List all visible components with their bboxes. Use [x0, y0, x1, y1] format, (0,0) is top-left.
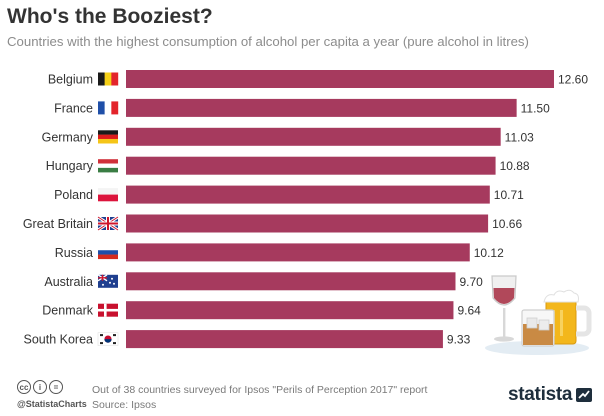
- bar: [126, 185, 490, 204]
- category-label: France: [54, 101, 93, 115]
- bar: [126, 272, 456, 291]
- twitter-handle[interactable]: @StatistaCharts: [17, 399, 87, 409]
- bar: [126, 301, 454, 320]
- value-label: 10.66: [492, 217, 522, 231]
- chart-title: Who's the Booziest?: [7, 5, 213, 28]
- bar: [126, 214, 489, 233]
- statista-logo[interactable]: statista: [508, 384, 573, 405]
- by-icon[interactable]: i: [33, 380, 47, 394]
- value-label: 9.70: [459, 275, 483, 289]
- category-label: Germany: [42, 130, 94, 144]
- south-korea-flag-icon: [97, 332, 119, 346]
- category-label: Poland: [54, 188, 93, 202]
- value-label: 10.12: [474, 246, 504, 260]
- value-label: 10.71: [494, 188, 524, 202]
- footnote: Out of 38 countries surveyed for Ipsos "…: [92, 383, 427, 413]
- germany-flag-icon: [98, 130, 118, 144]
- survey-note: Out of 38 countries surveyed for Ipsos "…: [92, 384, 428, 396]
- poland-flag-icon: [98, 188, 118, 202]
- statista-mark-icon: [576, 388, 592, 402]
- cc-icon[interactable]: cc: [17, 380, 31, 394]
- bar: [126, 243, 470, 262]
- denmark-flag-icon: [98, 303, 118, 317]
- category-label: Belgium: [48, 73, 93, 87]
- great-britain-flag-icon: [97, 215, 119, 232]
- chart-subtitle: Countries with the highest consumption o…: [7, 34, 529, 49]
- category-label: Australia: [44, 275, 93, 289]
- category-label: South Korea: [24, 333, 94, 347]
- category-label: Russia: [55, 246, 93, 260]
- license-icons: cc i =: [17, 380, 63, 394]
- russia-flag-icon: [98, 245, 118, 260]
- bar: [126, 127, 501, 146]
- bar: [126, 330, 443, 349]
- value-label: 12.60: [558, 73, 588, 87]
- france-flag-icon: [98, 101, 119, 115]
- hungary-flag-icon: [98, 159, 118, 173]
- value-label: 9.33: [447, 333, 471, 347]
- drinks-illustration: [485, 275, 592, 355]
- bar: [126, 70, 554, 88]
- bar: [126, 156, 496, 175]
- belgium-flag-icon: [98, 72, 119, 86]
- value-label: 10.88: [500, 159, 530, 173]
- category-label: Denmark: [42, 304, 93, 318]
- value-label: 11.03: [505, 130, 534, 144]
- source-note: Source: Ipsos: [92, 399, 157, 411]
- bar: [126, 98, 517, 117]
- value-label: 9.64: [457, 304, 481, 318]
- bar-chart: Belgium 12.60 France 11.50 Germany 11.03 Hunga…: [23, 70, 588, 349]
- value-label: 11.50: [521, 101, 550, 115]
- australia-flag-icon: [97, 274, 118, 288]
- category-label: Hungary: [46, 159, 94, 173]
- equals-icon[interactable]: =: [49, 380, 63, 394]
- category-label: Great Britain: [23, 217, 93, 231]
